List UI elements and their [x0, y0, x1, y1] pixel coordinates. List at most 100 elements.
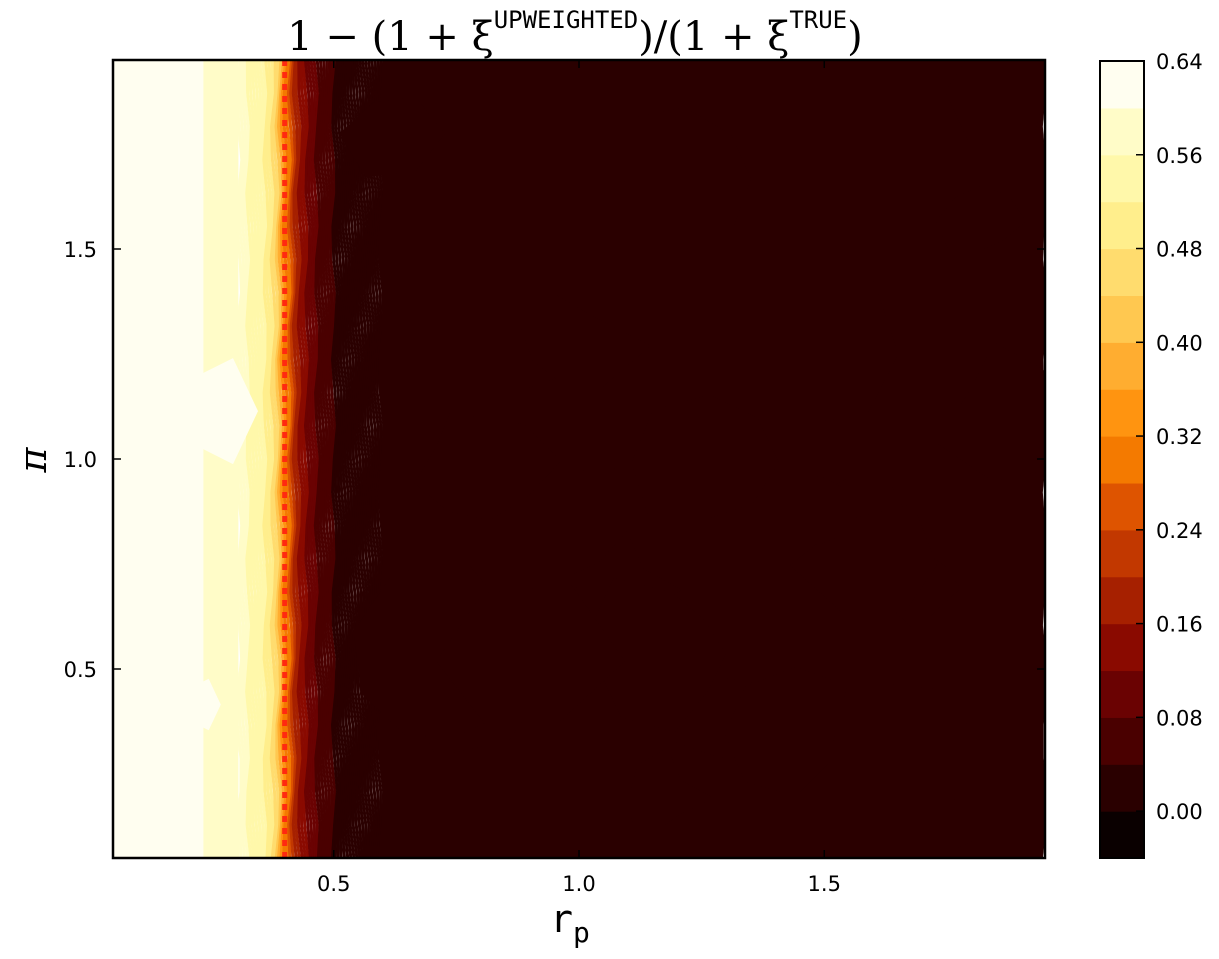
contour-band-30: [186, 60, 190, 858]
x-tick-label-2: 1.5: [808, 872, 841, 896]
noise-patch-6: [622, 107, 752, 230]
y-tick-label-1: 1.0: [64, 448, 97, 472]
noise-patch-10: [893, 610, 993, 724]
x-axis-ticks: 0.5 1.0 1.5: [317, 60, 841, 896]
contour-band-60: [257, 60, 266, 858]
contour-band-29: [183, 60, 187, 858]
colorbar-band-6: [1100, 529, 1144, 578]
colorbar-band-0: [1100, 811, 1144, 859]
colorbar-band-14: [1100, 154, 1144, 203]
contour-band-61: [259, 60, 268, 858]
contour-band-26: [176, 60, 180, 858]
contour-band-108: [375, 60, 384, 858]
noise-patch-2: [935, 185, 1027, 252]
y-axis-ticks: 0.5 1.0 1.5: [64, 238, 1045, 682]
colorbar-bands: [1100, 61, 1144, 859]
contour-band-32: [191, 60, 195, 858]
colorbar-band-7: [1100, 482, 1144, 531]
colorbar-band-10: [1100, 342, 1144, 390]
contour-band-85: [318, 60, 327, 858]
contour-band-63: [264, 60, 273, 858]
contour-band-65: [269, 60, 278, 858]
contour-band-33: [193, 60, 197, 858]
colorbar-frame: [1099, 60, 1145, 859]
colorbar-tick-label-8: 0.64: [1156, 50, 1203, 74]
x-axis-label: rp: [550, 897, 590, 949]
colorbar-band-5: [1100, 576, 1144, 625]
colorbar-ticks: 0.00 0.08 0.16 0.24 0.32 0.40 0.48 0.56 0.64: [1136, 50, 1203, 824]
noise-patch-11: [935, 342, 1045, 482]
plot-area: [113, 60, 1045, 858]
colorbar-tick-label-1: 0.08: [1156, 706, 1203, 730]
colorbar-band-2: [1100, 717, 1144, 765]
contour-band-40: [210, 60, 214, 858]
colorbar-tick-label-2: 0.16: [1156, 613, 1203, 637]
contour-band-62: [262, 60, 271, 858]
colorbar-band-15: [1100, 107, 1144, 156]
colorbar-tick-label-3: 0.24: [1156, 519, 1203, 543]
colorbar-band-1: [1100, 764, 1144, 812]
contour-band-82: [311, 60, 320, 858]
x-tick-label-1: 1.0: [562, 872, 595, 896]
highlight-patch-7: [113, 259, 167, 367]
contour-band-39: [208, 60, 212, 858]
contour-band-83: [313, 60, 322, 858]
noise-patch-8: [724, 666, 848, 796]
contour-band-107: [372, 60, 381, 858]
contour-band-38: [205, 60, 209, 858]
highlight-patch-9: [189, 678, 221, 731]
contour-band-27: [178, 60, 182, 858]
x-tick-label-0: 0.5: [317, 872, 350, 896]
highlight-patch-0: [192, 358, 258, 465]
highlight-patch-3: [124, 106, 188, 209]
y-axis-label: π: [11, 446, 55, 473]
contour-band-37: [203, 60, 207, 858]
colorbar-tick-label-5: 0.40: [1156, 331, 1203, 355]
colorbar-band-3: [1100, 670, 1144, 718]
noise-patches: [113, 60, 1045, 858]
y-tick-label-2: 1.5: [64, 238, 97, 262]
highlight-patch-8: [115, 621, 185, 733]
contour-band-28: [181, 60, 185, 858]
noise-patch-21: [519, 293, 651, 388]
colorbar-tick-label-7: 0.56: [1156, 144, 1203, 168]
noise-patch-12: [669, 779, 742, 858]
noise-patch-16: [789, 503, 937, 616]
contour-band-41: [213, 60, 217, 858]
noise-patch-18: [927, 797, 990, 856]
contour-band-64: [267, 60, 276, 858]
contour-band-43: [218, 60, 222, 858]
contour-band-81: [308, 60, 317, 858]
colorbar-band-4: [1100, 623, 1144, 672]
colorbar-tick-label-6: 0.48: [1156, 238, 1203, 262]
colorbar-band-13: [1100, 201, 1144, 250]
contour-band-35: [198, 60, 202, 858]
contour-band-34: [196, 60, 200, 858]
colorbar-band-11: [1100, 295, 1144, 343]
colorbar-band-16: [1100, 61, 1144, 109]
colorbar: 0.00 0.08 0.16 0.24 0.32 0.40 0.48 0.56 0.64: [1099, 50, 1203, 859]
contour-band-84: [316, 60, 325, 858]
colorbar-tick-label-0: 0.00: [1156, 800, 1203, 824]
contour-band-42: [215, 60, 219, 858]
contour-band-66: [272, 60, 281, 858]
noise-patch-13: [590, 577, 726, 732]
noise-patch-17: [773, 475, 853, 545]
colorbar-tick-label-4: 0.32: [1156, 425, 1203, 449]
chart-title: 1 − (1 + ξUPWEIGHTED)/(1 + ξTRUE): [287, 6, 862, 60]
contour-band-31: [188, 60, 192, 858]
noise-patch-24: [945, 60, 1045, 146]
colorbar-band-8: [1100, 436, 1144, 484]
noise-patch-1: [778, 281, 899, 426]
contour-band-86: [321, 60, 330, 858]
y-tick-label-0: 0.5: [64, 658, 97, 682]
noise-patch-23: [631, 394, 779, 520]
contour-band-36: [201, 60, 204, 858]
noise-patch-0: [339, 96, 445, 178]
noise-patch-25: [436, 585, 625, 725]
noise-patch-15: [414, 413, 561, 521]
colorbar-band-12: [1100, 248, 1144, 297]
colorbar-band-9: [1100, 389, 1144, 437]
noise-patch-20: [628, 747, 714, 834]
